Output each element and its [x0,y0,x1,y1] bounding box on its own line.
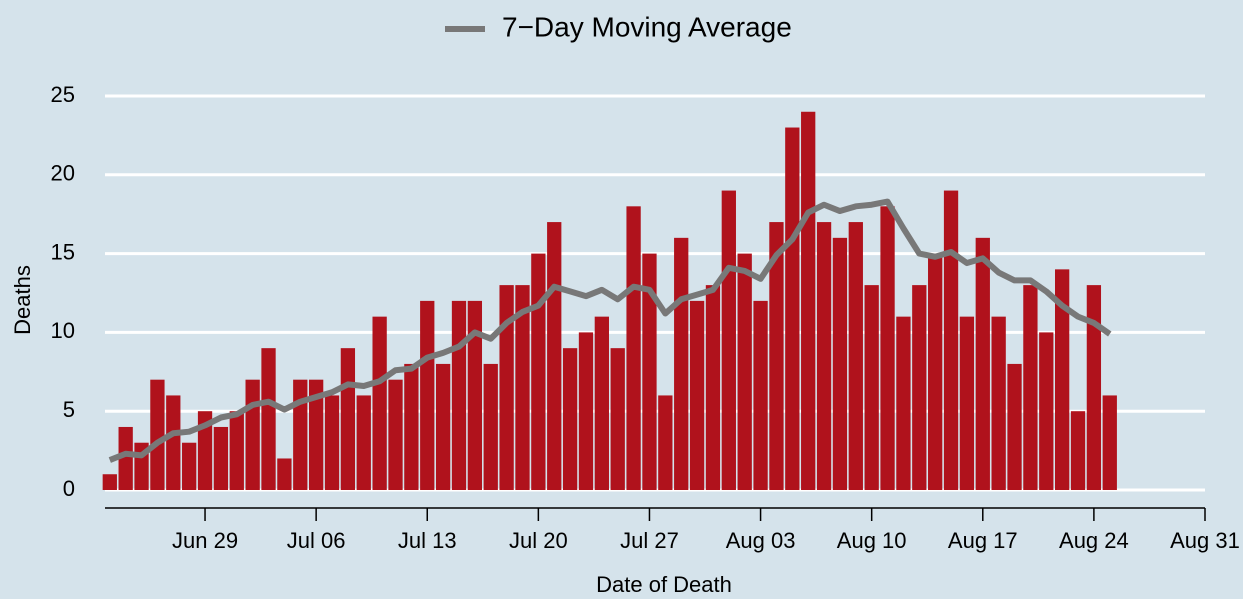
x-tick-label: Aug 17 [948,528,1018,553]
y-tick-label: 10 [51,318,75,343]
bar [753,300,768,490]
x-tick-label: Jul 13 [398,528,457,553]
bar [150,379,165,490]
bar [531,253,546,490]
bar [451,300,467,490]
bar [975,237,990,490]
x-tick-label: Aug 03 [726,528,796,553]
bar [1086,285,1102,490]
bar [991,316,1006,490]
bar [785,127,800,491]
bar [229,411,244,490]
bar [594,316,609,490]
bar [721,190,736,490]
bar [102,474,117,490]
bar [404,363,419,490]
bar [245,379,260,490]
bar [578,332,594,490]
line [108,198,1112,463]
y-tick-label: 0 [63,476,75,501]
bar [213,426,229,490]
bar [515,285,530,490]
bar [1055,269,1070,490]
bar [547,222,562,490]
y-axis-label: Deaths [10,265,35,335]
bar [388,379,403,490]
y-tick-label: 25 [51,82,75,107]
bar [277,458,292,490]
bar [166,395,181,490]
bar [324,395,340,490]
bar [1039,332,1054,490]
bar [435,363,451,490]
y-tick-label: 15 [51,239,75,264]
bar [1070,411,1086,490]
bar [943,190,959,490]
bar [499,285,514,490]
bar [816,222,832,490]
y-tick-label: 20 [51,161,75,186]
bar [689,300,705,490]
bar [801,111,816,490]
bar [562,348,578,490]
bar [928,253,943,490]
bar [848,222,863,490]
bar [261,348,276,490]
bar [420,300,435,490]
bar [610,348,625,490]
bar [896,316,911,490]
x-tick-label: Jul 27 [620,528,679,553]
bar [658,395,673,490]
x-tick-label: Jul 06 [287,528,346,553]
bar [769,222,784,490]
bar [467,300,483,490]
bar [705,285,721,490]
bar [1007,363,1022,490]
x-tick-label: Aug 31 [1170,528,1240,553]
bar [118,426,133,490]
bar [483,363,498,490]
bar [912,285,927,490]
bar [642,253,657,490]
x-axis-label: Date of Death [596,572,732,597]
bar [340,348,356,490]
bar [182,442,197,490]
bar [737,253,752,490]
bar [626,206,641,490]
bar [1102,395,1117,490]
bar [356,395,371,490]
x-tick-label: Jun 29 [172,528,238,553]
legend-label: 7−Day Moving Average [502,11,792,42]
bar [832,237,848,490]
bar [880,206,895,490]
bar [1023,285,1038,490]
bar [674,237,689,490]
x-tick-label: Jul 20 [509,528,568,553]
bar [308,379,324,490]
bar [959,316,975,490]
bar [197,411,213,490]
x-tick-label: Aug 24 [1059,528,1129,553]
bar [372,316,387,490]
x-tick-label: Aug 10 [837,528,907,553]
bar [864,285,879,490]
bar [293,379,308,490]
y-tick-label: 5 [63,397,75,422]
